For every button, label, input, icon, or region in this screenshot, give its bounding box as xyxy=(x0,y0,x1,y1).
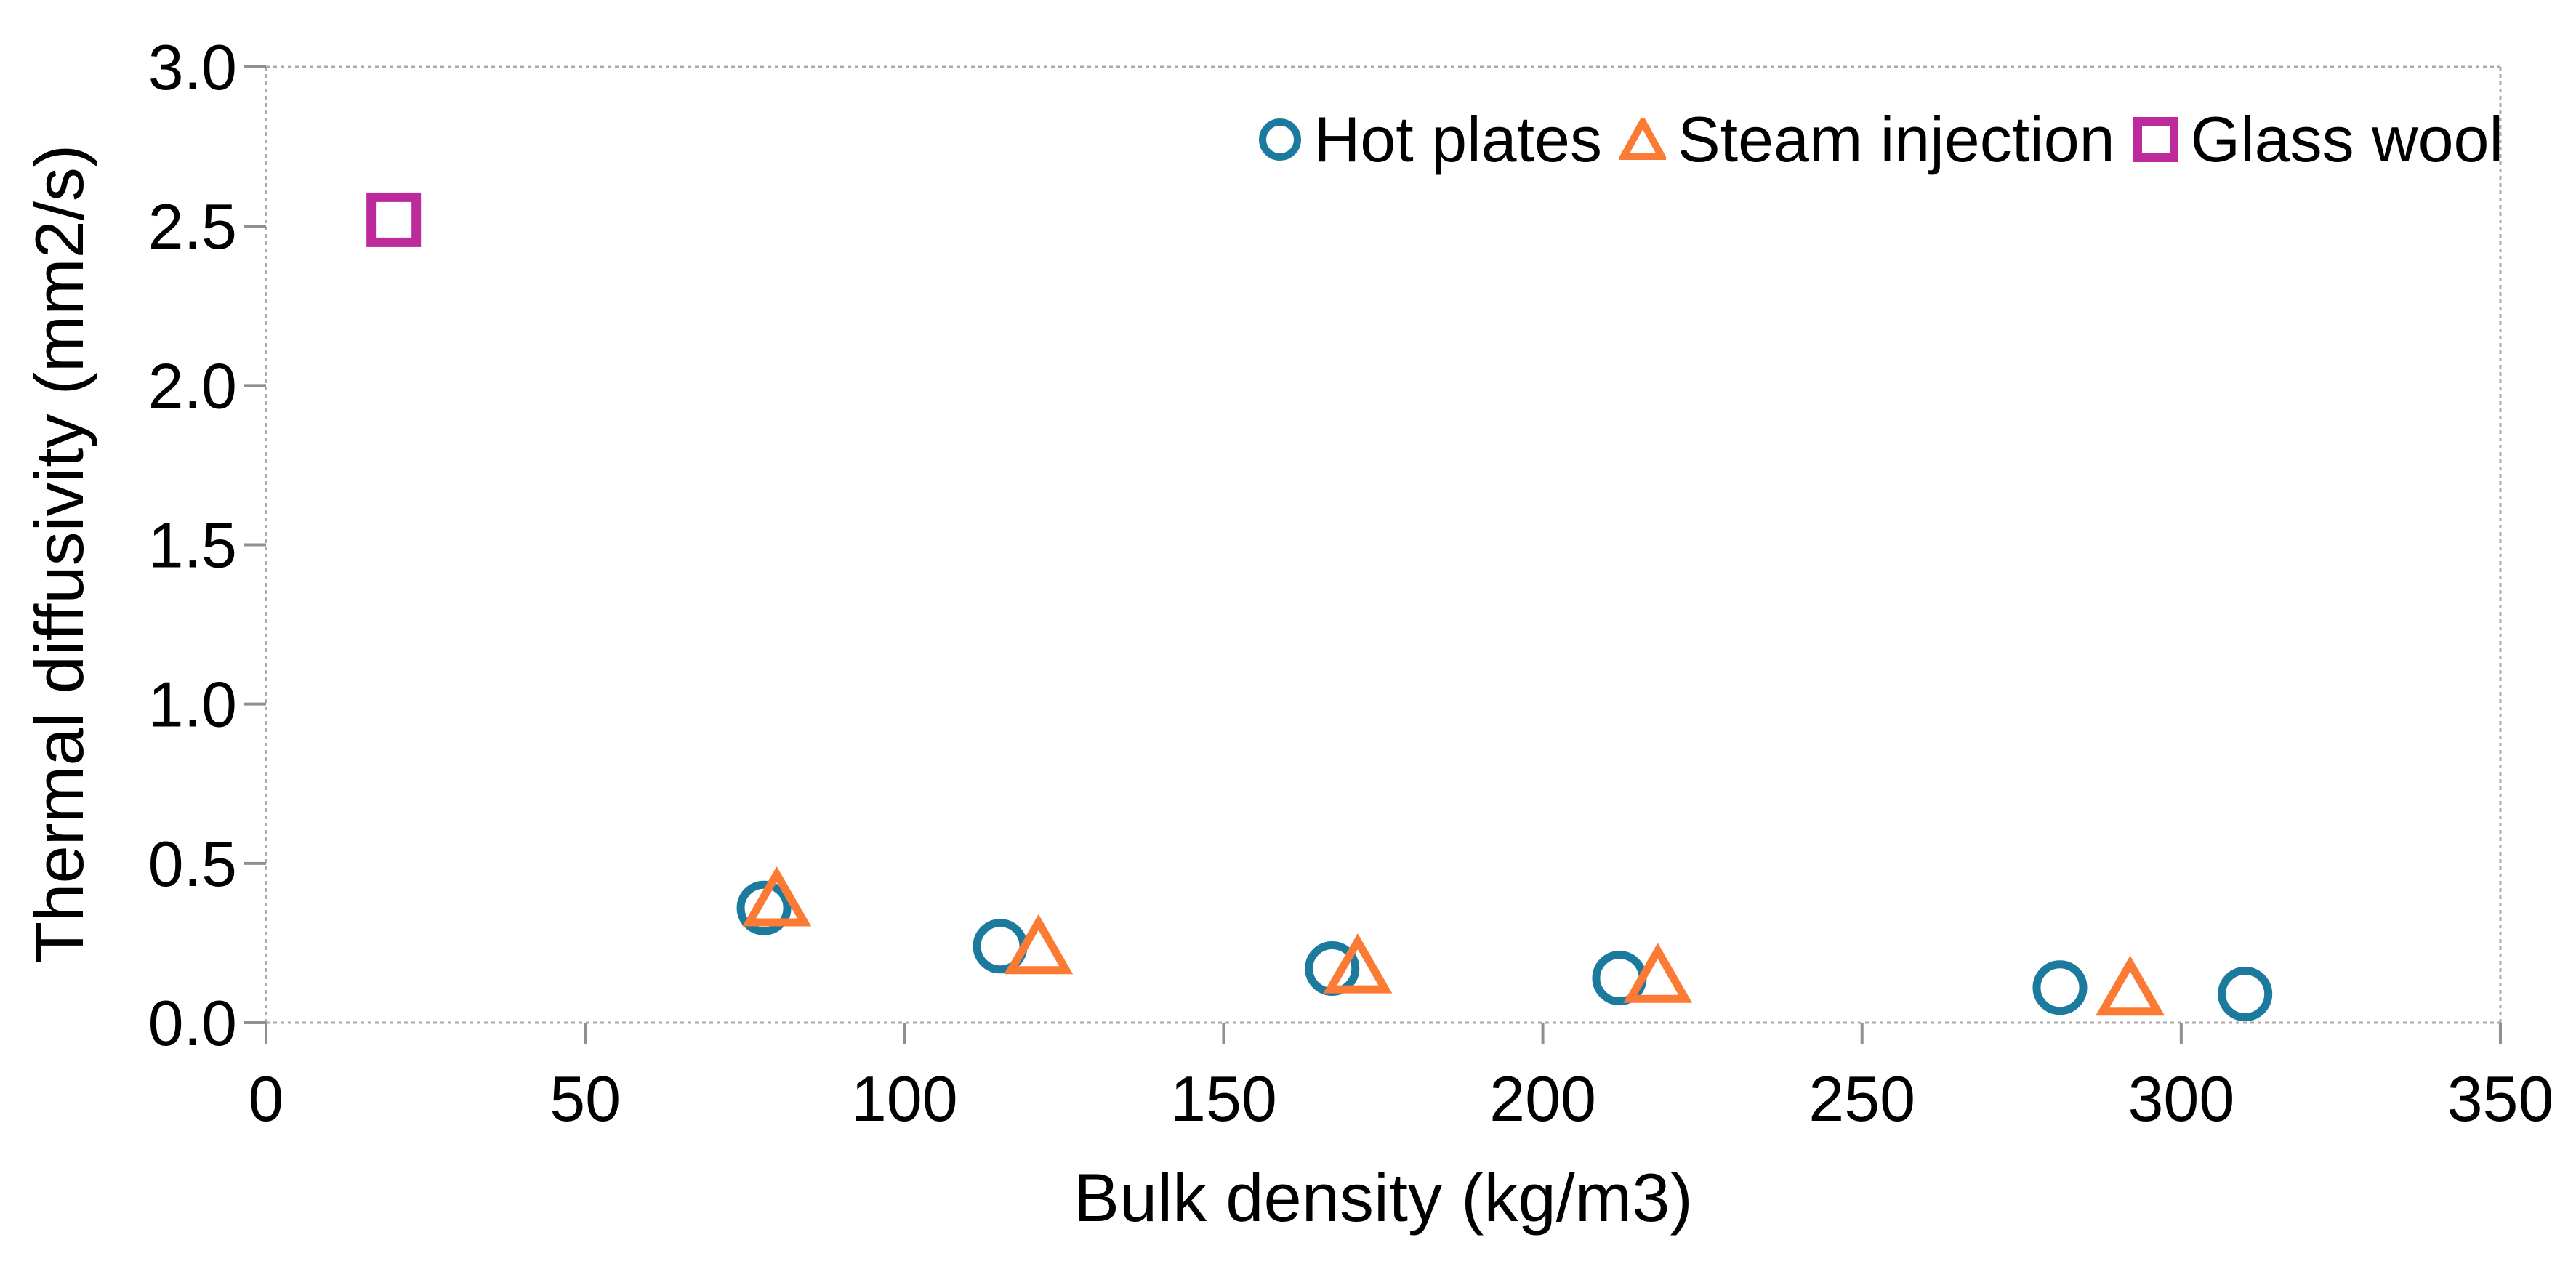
x-tick-label: 200 xyxy=(1489,1063,1596,1135)
steam-injection-point xyxy=(1323,933,1393,994)
y-tick-label: 1.5 xyxy=(148,510,237,581)
x-tick-label: 100 xyxy=(851,1063,958,1135)
x-tick-label: 50 xyxy=(550,1063,621,1135)
y-axis-title: Thermal diffusivity (mm2/s) xyxy=(21,144,97,964)
steam-injection-point xyxy=(1004,914,1074,975)
legend-item-glass-wool: Glass wool xyxy=(2133,99,2503,180)
x-tick-label: 250 xyxy=(1808,1063,1915,1135)
glass-wool-square-icon xyxy=(2133,117,2178,162)
legend-label-steam-injection: Steam injection xyxy=(1677,103,2115,175)
x-tick-label: 300 xyxy=(2128,1063,2234,1135)
legend-label-glass-wool: Glass wool xyxy=(2190,103,2503,175)
x-tick-label: 350 xyxy=(2447,1063,2554,1135)
steam-injection-point xyxy=(742,866,812,927)
hot-plates-circle-icon xyxy=(1258,118,1301,161)
hot-plates-point xyxy=(736,880,792,935)
y-tick-label: 0.5 xyxy=(148,828,237,900)
hot-plates-point xyxy=(2032,960,2088,1015)
legend-item-hot-plates: Hot plates xyxy=(1257,99,1602,180)
glass-wool-point xyxy=(366,192,422,247)
x-tick-label: 0 xyxy=(249,1063,284,1135)
x-axis-title: Bulk density (kg/m3) xyxy=(1074,1159,1693,1236)
y-tick-label: 1.0 xyxy=(148,669,237,741)
legend: Hot plates Steam injection Glass wool xyxy=(1257,99,2503,180)
y-tick-label: 0.0 xyxy=(148,987,237,1059)
legend-label-hot-plates: Hot plates xyxy=(1313,103,1602,175)
hot-plates-point xyxy=(2218,967,2273,1022)
steam-injection-triangle-icon xyxy=(1619,118,1666,160)
x-tick-label: 150 xyxy=(1170,1063,1277,1135)
steam-injection-point xyxy=(2096,955,2165,1016)
y-tick-label: 2.5 xyxy=(148,190,237,262)
y-tick-label: 2.0 xyxy=(148,350,237,422)
y-tick-label: 3.0 xyxy=(148,31,237,103)
legend-item-steam-injection: Steam injection xyxy=(1619,99,2115,180)
steam-injection-point xyxy=(1623,943,1693,1003)
